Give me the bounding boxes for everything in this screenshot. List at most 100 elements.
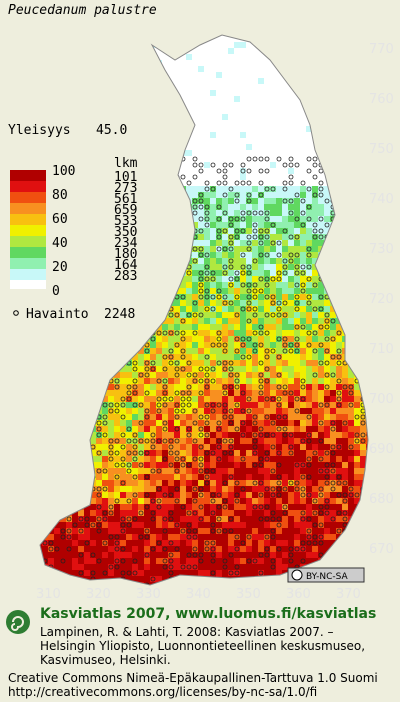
- map-cell: [246, 174, 252, 180]
- map-cell: [192, 342, 198, 348]
- map-cell: [90, 432, 96, 438]
- observation-dot: [192, 420, 198, 426]
- map-cell: [168, 420, 174, 426]
- map-cell: [294, 186, 300, 192]
- map-cell: [252, 432, 258, 438]
- map-cell: [204, 252, 210, 258]
- map-cell: [150, 426, 156, 432]
- map-cell: [120, 432, 126, 438]
- map-cell: [300, 432, 306, 438]
- map-cell: [168, 66, 174, 72]
- map-cell: [90, 438, 96, 444]
- observation-dot: [258, 378, 264, 384]
- map-cell: [228, 426, 234, 432]
- map-cell: [132, 414, 138, 420]
- observation-dot: [276, 372, 282, 378]
- map-cell: [120, 390, 126, 396]
- map-cell: [186, 192, 192, 198]
- map-cell: [312, 402, 318, 408]
- map-cell: [186, 276, 192, 282]
- map-cell: [318, 318, 324, 324]
- map-cell: [330, 336, 336, 342]
- observation-dot: [324, 198, 330, 204]
- map-cell: [174, 84, 180, 90]
- map-cell: [324, 192, 330, 198]
- map-cell: [180, 354, 186, 360]
- map-cell: [252, 342, 258, 348]
- map-cell: [342, 366, 348, 372]
- map-cell: [222, 270, 228, 276]
- observation-dot: [240, 342, 246, 348]
- map-cell: [336, 396, 342, 402]
- map-cell: [336, 414, 342, 420]
- map-cell: [258, 300, 264, 306]
- observation-dot: [210, 402, 216, 408]
- observation-dot: [300, 264, 306, 270]
- map-cell: [264, 414, 270, 420]
- map-cell: [228, 378, 234, 384]
- map-cell: [234, 354, 240, 360]
- map-cell: [210, 144, 216, 150]
- map-cell: [234, 120, 240, 126]
- map-cell: [210, 180, 216, 186]
- observation-dot: [240, 306, 246, 312]
- map-cell: [162, 342, 168, 348]
- map-cell: [282, 378, 288, 384]
- observation-dot: [294, 348, 300, 354]
- observation-dot: [204, 204, 210, 210]
- map-cell: [270, 102, 276, 108]
- map-cell: [294, 258, 300, 264]
- map-cell: [264, 348, 270, 354]
- map-cell: [288, 390, 294, 396]
- observation-dot: [204, 378, 210, 384]
- map-cell: [138, 378, 144, 384]
- observation-dot: [264, 186, 270, 192]
- map-cell: [282, 252, 288, 258]
- map-cell: [204, 360, 210, 366]
- map-cell: [222, 294, 228, 300]
- map-cell: [162, 330, 168, 336]
- map-cell: [240, 114, 246, 120]
- map-cell: [294, 168, 300, 174]
- map-cell: [186, 300, 192, 306]
- map-cell: [264, 366, 270, 372]
- map-cell: [252, 144, 258, 150]
- map-cell: [222, 66, 228, 72]
- map-cell: [252, 336, 258, 342]
- map-cell: [222, 102, 228, 108]
- map-cell: [276, 348, 282, 354]
- map-cell: [186, 312, 192, 318]
- observation-dot: [336, 360, 342, 366]
- map-cell: [252, 408, 258, 414]
- map-cell: [216, 366, 222, 372]
- observation-dot: [228, 372, 234, 378]
- map-cell: [330, 408, 336, 414]
- observation-dot: [264, 414, 270, 420]
- map-cell: [168, 390, 174, 396]
- map-cell: [264, 378, 270, 384]
- map-cell: [234, 414, 240, 420]
- observation-dot: [288, 162, 294, 168]
- map-cell: [288, 300, 294, 306]
- observation-dot: [240, 420, 246, 426]
- map-cell: [264, 66, 270, 72]
- map-cell: [198, 144, 204, 150]
- map-cell: [258, 342, 264, 348]
- map-cell: [270, 426, 276, 432]
- observation-dot: [222, 192, 228, 198]
- observation-dot: [294, 192, 300, 198]
- map-cell: [240, 306, 246, 312]
- observation-dot: [132, 432, 138, 438]
- map-cell: [240, 240, 246, 246]
- map-cell: [192, 150, 198, 156]
- map-cell: [228, 240, 234, 246]
- map-cell: [234, 294, 240, 300]
- observation-dot: [198, 390, 204, 396]
- map-cell: [306, 174, 312, 180]
- map-cell: [210, 402, 216, 408]
- observation-dot: [294, 408, 300, 414]
- map-cell: [120, 396, 126, 402]
- map-cell: [174, 72, 180, 78]
- map-cell: [312, 240, 318, 246]
- map-cell: [198, 210, 204, 216]
